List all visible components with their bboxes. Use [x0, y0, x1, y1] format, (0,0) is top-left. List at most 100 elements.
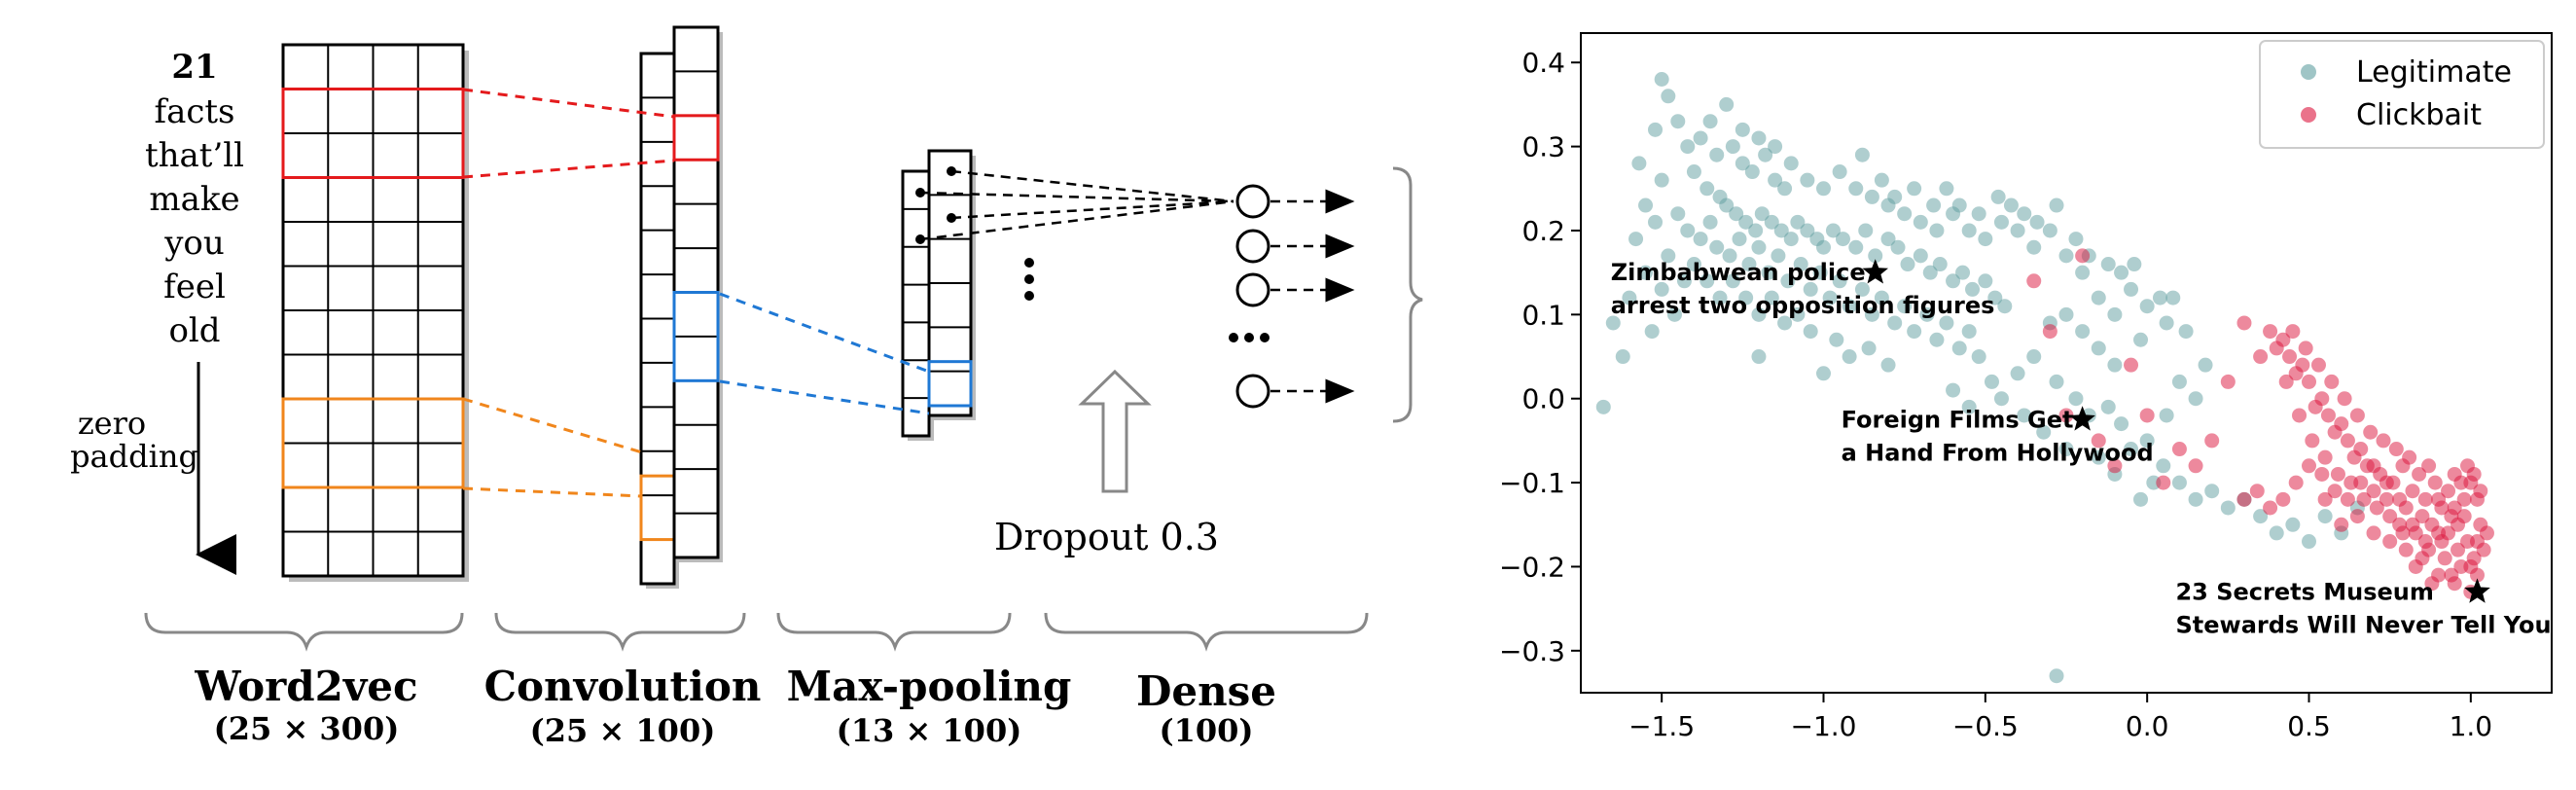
clickbait-point [2058, 408, 2074, 423]
legitimate-point [1758, 147, 1773, 162]
legitimate-point [1864, 189, 1879, 204]
legitimate-point [1595, 399, 1611, 414]
stage-dims: (13 × 100) [837, 712, 1022, 749]
legitimate-point [1951, 341, 1967, 356]
clickbait-point [2469, 534, 2485, 550]
clickbait-point [2188, 458, 2203, 474]
legitimate-point [1768, 139, 1783, 155]
blue-conv-window [672, 291, 720, 382]
legitimate-point [1803, 324, 1818, 340]
legitimate-point [1965, 281, 1981, 297]
clickbait-point [2317, 449, 2333, 465]
stage-dims: (25 × 300) [214, 710, 400, 747]
legitimate-point [2253, 509, 2269, 524]
legitimate-point [1773, 223, 1789, 238]
ellipsis-dots-horizontal [1229, 333, 1270, 342]
clickbait-point [2324, 374, 2340, 389]
legitimate-point [2114, 416, 2129, 432]
clickbait-point [2447, 466, 2462, 482]
y-tick-label: 0.3 [1521, 131, 1565, 163]
legitimate-point [1693, 130, 1708, 146]
legend: Legitimate Clickbait [2259, 40, 2545, 149]
clickbait-point [2417, 491, 2433, 507]
clickbait-point [2308, 399, 2323, 414]
clickbait-point [2431, 525, 2447, 541]
legitimate-point [1951, 198, 1967, 213]
legitimate-point [1732, 232, 1747, 247]
legitimate-point [1686, 257, 1701, 272]
annotation-headline: 23 Secrets Museum [2175, 578, 2433, 605]
clickbait-point [2473, 484, 2488, 499]
legitimate-point [1800, 172, 1815, 188]
clickbait-point [2285, 324, 2301, 340]
star-marker-icon [1862, 259, 1888, 284]
clickbait-point [2441, 484, 2456, 499]
clickbait-point [2075, 248, 2091, 264]
legitimate-point [1670, 206, 1686, 222]
clickbait-point [2456, 491, 2472, 507]
legitimate-point [1670, 114, 1686, 129]
legitimate-point [1993, 391, 2009, 407]
legitimate-point [1709, 147, 1725, 162]
legitimate-point [1922, 265, 1938, 280]
blue-connector-line [719, 379, 930, 415]
legitimate-point [1764, 214, 1779, 230]
legitimate-point [1880, 232, 1896, 247]
legitimate-point [2091, 341, 2106, 356]
y-tick-label: 0.0 [1521, 383, 1565, 415]
legitimate-point [2133, 332, 2149, 347]
legitimate-point [1829, 332, 1844, 347]
legitimate-point [2188, 391, 2203, 407]
legitimate-point [2133, 491, 2149, 507]
legitimate-point [2010, 223, 2025, 238]
legitimate-point [2091, 290, 2106, 305]
maxpool-columns [901, 149, 976, 441]
legitimate-point [1751, 306, 1767, 322]
x-tick-label: −1.0 [1791, 710, 1857, 742]
legitimate-point [2302, 534, 2316, 550]
legitimate-point [1631, 156, 1647, 171]
legitimate-point [1644, 324, 1660, 340]
legitimate-point [2029, 214, 2045, 230]
legitimate-point [1676, 273, 1692, 289]
legitimate-point [1680, 223, 1696, 238]
legitimate-point [2049, 198, 2064, 213]
legitimate-point [2317, 509, 2333, 524]
legitimate-point [1842, 349, 1857, 365]
legitimate-point [1638, 265, 1654, 280]
legitimate-point [1932, 257, 1948, 272]
clickbait-point [2220, 374, 2236, 389]
legitimate-point [2036, 424, 2052, 440]
pool-column-back [901, 169, 931, 438]
clickbait-point [2124, 357, 2139, 373]
ellipsis-dots-vertical [1024, 258, 1034, 301]
legitimate-point [1699, 181, 1715, 197]
stage-name: Word2vec [194, 663, 417, 710]
clickbait-point [2253, 349, 2269, 365]
legitimate-point [2124, 281, 2139, 297]
legend-box [2259, 40, 2545, 149]
legitimate-point [1735, 122, 1750, 137]
sentence-word: facts [154, 92, 234, 131]
y-axis: 0.4 0.3 0.2 0.1 0.0 −0.1 −0.2 −0.3 [1499, 47, 1581, 667]
stage-dims: (100) [1159, 712, 1253, 749]
legitimate-point [2075, 265, 2091, 280]
annotation-headline: Foreign Films Get [1842, 406, 2074, 433]
clickbait-point [2460, 458, 2476, 474]
clickbait-point [2346, 449, 2362, 465]
clickbait-point [2302, 374, 2316, 389]
clickbait-point [2026, 273, 2042, 289]
legitimate-point [2198, 357, 2213, 373]
legitimate-point [1751, 130, 1767, 146]
legend-label-legitimate: Legitimate [2356, 55, 2512, 90]
legitimate-point [1955, 265, 1971, 280]
legitimate-point [1939, 315, 1954, 331]
clickbait-point [2376, 433, 2391, 449]
clickbait-point [2417, 534, 2433, 550]
legitimate-point [1719, 198, 1735, 213]
legitimate-point [1874, 172, 1889, 188]
legitimate-point [1654, 172, 1669, 188]
y-tick-label: 0.1 [1521, 299, 1565, 331]
legitimate-point [1858, 223, 1874, 238]
legitimate-point [1648, 122, 1664, 137]
